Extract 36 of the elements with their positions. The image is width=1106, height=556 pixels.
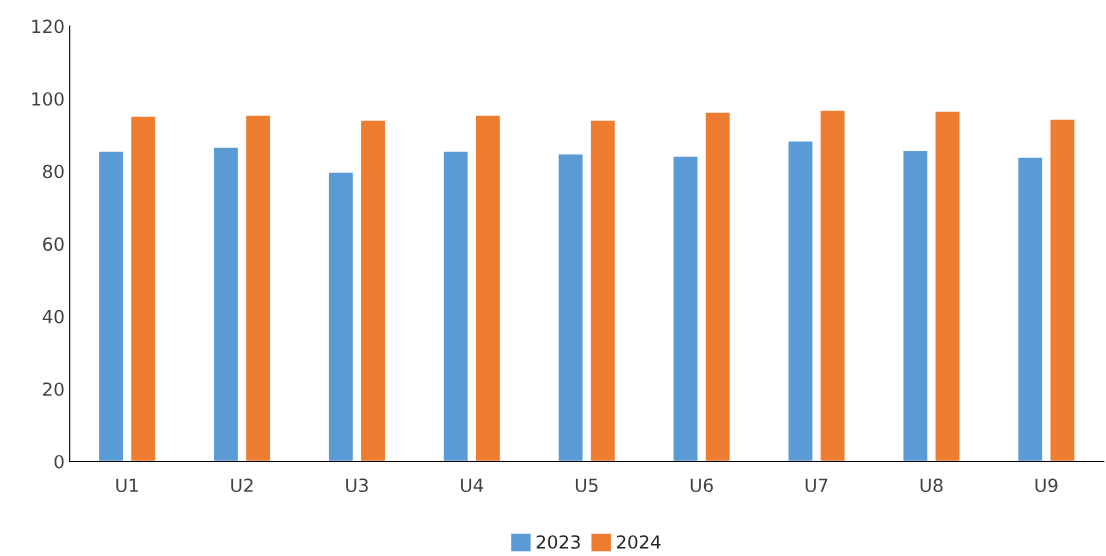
legend-label: 2023 <box>536 535 580 549</box>
bar <box>1049 118 1076 462</box>
x-tick-label: U6 <box>690 478 713 493</box>
bar <box>327 171 355 462</box>
legend-label: 2024 <box>616 535 661 549</box>
bar <box>787 140 814 462</box>
y-tick-label: 80 <box>43 164 64 179</box>
bar <box>474 114 502 462</box>
bar <box>557 153 584 462</box>
bar <box>704 111 732 462</box>
bar <box>819 109 846 462</box>
bar <box>672 155 699 462</box>
y-tick-label: 100 <box>32 92 64 106</box>
x-tick-label: U7 <box>805 478 828 493</box>
bar <box>442 150 470 462</box>
y-tick-label: 0 <box>54 454 64 469</box>
bar <box>244 114 272 462</box>
x-tick-label: U8 <box>920 478 943 493</box>
y-tick-label: 40 <box>42 309 64 324</box>
x-tick-label: U4 <box>461 478 484 493</box>
y-tick-label: 60 <box>43 237 64 251</box>
bar <box>129 115 157 462</box>
bar <box>212 146 240 462</box>
bar <box>934 110 961 462</box>
bar <box>1016 156 1044 462</box>
x-tick-label: U3 <box>346 478 368 493</box>
y-tick-label: 120 <box>32 19 64 34</box>
bar <box>589 119 617 462</box>
x-tick-label: U1 <box>116 478 138 493</box>
bar <box>359 119 387 462</box>
x-tick-label: U5 <box>575 478 598 493</box>
y-tick-label: 20 <box>43 382 64 397</box>
bar <box>902 149 929 462</box>
x-tick-label: U2 <box>231 478 253 493</box>
bar <box>97 150 125 462</box>
x-tick-label: U9 <box>1035 478 1058 493</box>
